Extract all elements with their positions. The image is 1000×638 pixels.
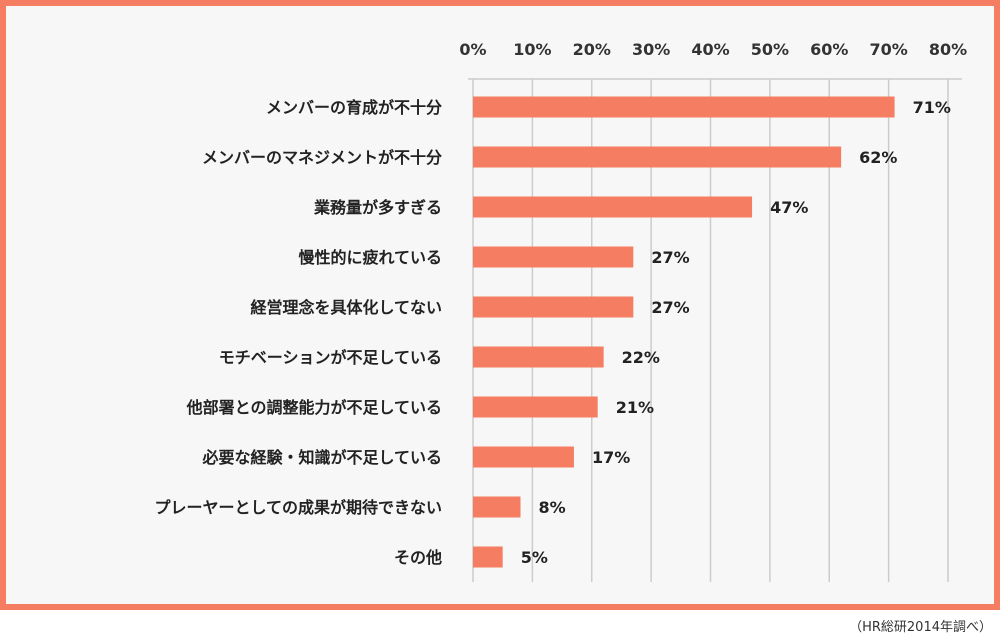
x-tick-label-60: 60%	[810, 40, 848, 59]
category-label-5: モチベーションが不足している	[219, 348, 442, 367]
x-tick-label-20: 20%	[573, 40, 611, 59]
bar-2	[473, 196, 753, 218]
value-label-5: 22%	[622, 348, 660, 367]
category-label-1: メンバーのマネジメントが不十分	[202, 148, 442, 167]
value-label-8: 8%	[539, 498, 566, 517]
value-label-7: 17%	[592, 448, 630, 467]
bar-1	[473, 146, 842, 168]
bar-0	[473, 96, 895, 118]
bar-3	[473, 246, 634, 268]
x-tick-label-50: 50%	[751, 40, 789, 59]
chart-frame: 0% 10% 20% 30% 40% 50% 60% 70% 80% メンバーの育成が不十分 71%…	[0, 0, 1000, 610]
x-tick-label-30: 30%	[632, 40, 670, 59]
category-label-4: 経営理念を具体化してない	[250, 298, 442, 317]
x-tick-label-70: 70%	[869, 40, 907, 59]
value-label-9: 5%	[521, 548, 548, 567]
category-label-6: 他部署との調整能力が不足している	[186, 398, 442, 417]
x-tick-label-10: 10%	[513, 40, 551, 59]
bar-4	[473, 296, 634, 318]
source-footnote: （HR総研2014年調べ）	[849, 620, 992, 635]
category-label-0: メンバーの育成が不十分	[266, 98, 442, 117]
category-label-8: プレーヤーとしての成果が期待できない	[154, 498, 442, 517]
bar-9	[473, 546, 503, 568]
value-label-4: 27%	[651, 298, 689, 317]
category-label-2: 業務量が多すぎる	[313, 198, 442, 217]
category-label-3: 慢性的に疲れている	[298, 248, 442, 267]
x-tick-label-40: 40%	[691, 40, 729, 59]
x-tick-label-0: 0%	[459, 40, 486, 59]
value-label-2: 47%	[770, 198, 808, 217]
value-label-0: 71%	[913, 98, 951, 117]
category-label-7: 必要な経験・知識が不足している	[201, 448, 442, 467]
bar-6	[473, 396, 598, 418]
x-tick-label-80: 80%	[929, 40, 967, 59]
value-label-6: 21%	[616, 398, 654, 417]
value-label-3: 27%	[651, 248, 689, 267]
bar-chart: 0% 10% 20% 30% 40% 50% 60% 70% 80% メンバーの育成が不十分 71%…	[154, 40, 967, 582]
bar-8	[473, 496, 521, 518]
category-label-9: その他	[394, 548, 442, 567]
bar-5	[473, 346, 604, 368]
bar-7	[473, 446, 574, 468]
value-label-1: 62%	[859, 148, 897, 167]
